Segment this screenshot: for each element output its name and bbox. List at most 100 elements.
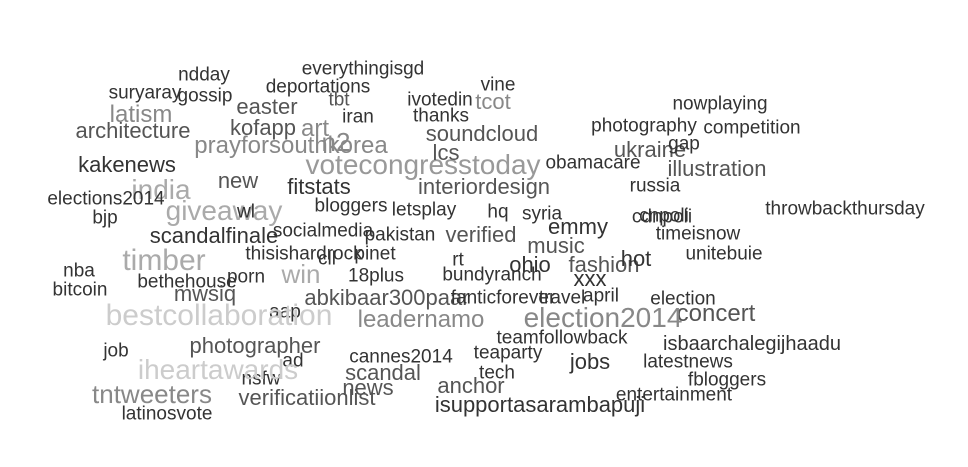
- word-concert: concert: [676, 300, 756, 327]
- word-anchor: anchor: [437, 373, 505, 398]
- word-everythingisgd: everythingisgd: [301, 58, 425, 80]
- word-teamfollowback: teamfollowback: [496, 327, 628, 349]
- word-abkibaar300paar: abkibaar300paar: [304, 285, 470, 310]
- word-cll: cll: [318, 248, 336, 270]
- word-fashion: fashion: [568, 252, 640, 277]
- word-april: april: [583, 285, 619, 307]
- word-leadernamo: leadernamo: [357, 306, 485, 333]
- word-bloggers: bloggers: [314, 195, 388, 217]
- word-vine: vine: [480, 74, 516, 96]
- word-ivotedin: ivotedin: [407, 89, 473, 111]
- word-tbt: tbt: [328, 89, 350, 111]
- word-hq: hq: [487, 201, 509, 223]
- word-n2: n2: [321, 127, 351, 157]
- word-mwsiq: mwsiq: [173, 281, 237, 306]
- word-illustration: illustration: [667, 156, 767, 181]
- word-lcs: lcs: [432, 140, 460, 165]
- word-latestnews: latestnews: [643, 351, 733, 373]
- word-scandalfinale: scandalfinale: [149, 223, 279, 248]
- word-tntweeters: tntweeters: [92, 379, 212, 409]
- word-verified: verified: [445, 222, 517, 247]
- word-cnpoli: cnpoli: [639, 205, 689, 227]
- word-cdnpoli: cdnpoli: [631, 206, 693, 228]
- word-suryaray: suryaray: [108, 82, 182, 104]
- word-competition: competition: [703, 117, 801, 139]
- word-hot: hot: [620, 246, 652, 271]
- word-iheartawards: iheartawards: [137, 354, 299, 385]
- word-bjp: bjp: [92, 207, 118, 229]
- word-throwbackthursday: throwbackthursday: [765, 198, 925, 220]
- word-letsplay: letsplay: [391, 199, 457, 221]
- word-soundcloud: soundcloud: [425, 121, 539, 146]
- word-prayforsouthkorea: prayforsouthkorea: [194, 132, 388, 159]
- word-kofapp: kofapp: [229, 115, 297, 140]
- word-fitstats: fitstats: [287, 174, 351, 199]
- word-rt: rt: [452, 249, 464, 271]
- word-news: news: [342, 375, 394, 400]
- word-obamacare: obamacare: [545, 152, 641, 174]
- word-verificatiionlist: verificatiionlist: [238, 385, 376, 410]
- word-job: job: [103, 340, 129, 362]
- word-gap: gap: [668, 133, 700, 155]
- word-iran: iran: [342, 106, 374, 128]
- word-new: new: [217, 168, 259, 193]
- word-kakenews: kakenews: [78, 152, 176, 177]
- word-emmy: emmy: [548, 214, 608, 239]
- word-scandal: scandal: [345, 360, 421, 385]
- word-giveaway: giveaway: [165, 195, 283, 226]
- word-ukraine: ukraine: [613, 137, 687, 162]
- word-entertainment: entertainment: [615, 384, 733, 406]
- word-latinosvote: latinosvote: [121, 403, 213, 425]
- word-tcot: tcot: [475, 89, 511, 114]
- word-thanks: thanks: [413, 105, 469, 127]
- word-unitebuie: unitebuie: [685, 243, 763, 265]
- word-aap: aap: [269, 301, 301, 323]
- word-votecongresstoday: votecongresstoday: [305, 149, 541, 180]
- word-ohio: ohio: [509, 252, 551, 277]
- word-bundyranch: bundyranch: [442, 264, 542, 286]
- word-timber: timber: [122, 244, 206, 277]
- word-18plus: 18plus: [348, 265, 404, 287]
- word-photography: photography: [591, 115, 697, 137]
- word-bethehouse: bethehouse: [137, 271, 237, 293]
- word-ndday: ndday: [178, 64, 230, 86]
- word-latism: latism: [109, 101, 173, 128]
- word-ad: ad: [282, 350, 304, 372]
- word-fanticforever: fanticforever: [450, 287, 556, 309]
- word-win: win: [281, 259, 321, 289]
- word-syria: syria: [521, 203, 563, 225]
- word-interiordesign: interiordesign: [417, 174, 551, 199]
- word-bestcollaboration: bestcollaboration: [105, 299, 333, 332]
- word-teaparty: teaparty: [473, 342, 543, 364]
- word-architecture: architecture: [75, 118, 191, 143]
- word-bitcoin: bitcoin: [52, 279, 108, 301]
- word-socialmedia: socialmedia: [272, 220, 374, 242]
- word-pinet: pinet: [354, 243, 396, 265]
- word-gossip: gossip: [177, 85, 233, 107]
- word-nsfw: nsfw: [241, 368, 281, 390]
- word-election: election: [650, 288, 716, 310]
- word-isupportasarambapuji: isupportasarambapuji: [434, 392, 646, 417]
- word-nowplaying: nowplaying: [672, 93, 768, 115]
- word-photographer: photographer: [189, 333, 321, 358]
- word-tech: tech: [479, 362, 515, 384]
- word-cannes2014: cannes2014: [349, 346, 453, 368]
- word-thisishardrock: thisishardrock: [245, 243, 363, 265]
- word-isbaarchalegijhaadu: isbaarchalegijhaadu: [663, 333, 841, 355]
- word-russia: russia: [629, 175, 681, 197]
- word-timeisnow: timeisnow: [655, 223, 741, 245]
- word-nba: nba: [63, 260, 95, 282]
- word-pakistan: pakistan: [364, 224, 436, 246]
- word-fbloggers: fbloggers: [687, 369, 767, 391]
- word-porn: porn: [226, 266, 266, 288]
- word-wl: wl: [237, 201, 255, 223]
- word-election2014: election2014: [523, 302, 683, 333]
- word-travel: travel: [538, 287, 586, 309]
- word-deportations: deportations: [265, 76, 371, 98]
- word-india: india: [131, 174, 191, 205]
- word-art: art: [300, 115, 330, 142]
- word-jobs: jobs: [569, 349, 611, 374]
- word-xxx: xxx: [573, 266, 607, 291]
- word-easter: easter: [236, 94, 298, 119]
